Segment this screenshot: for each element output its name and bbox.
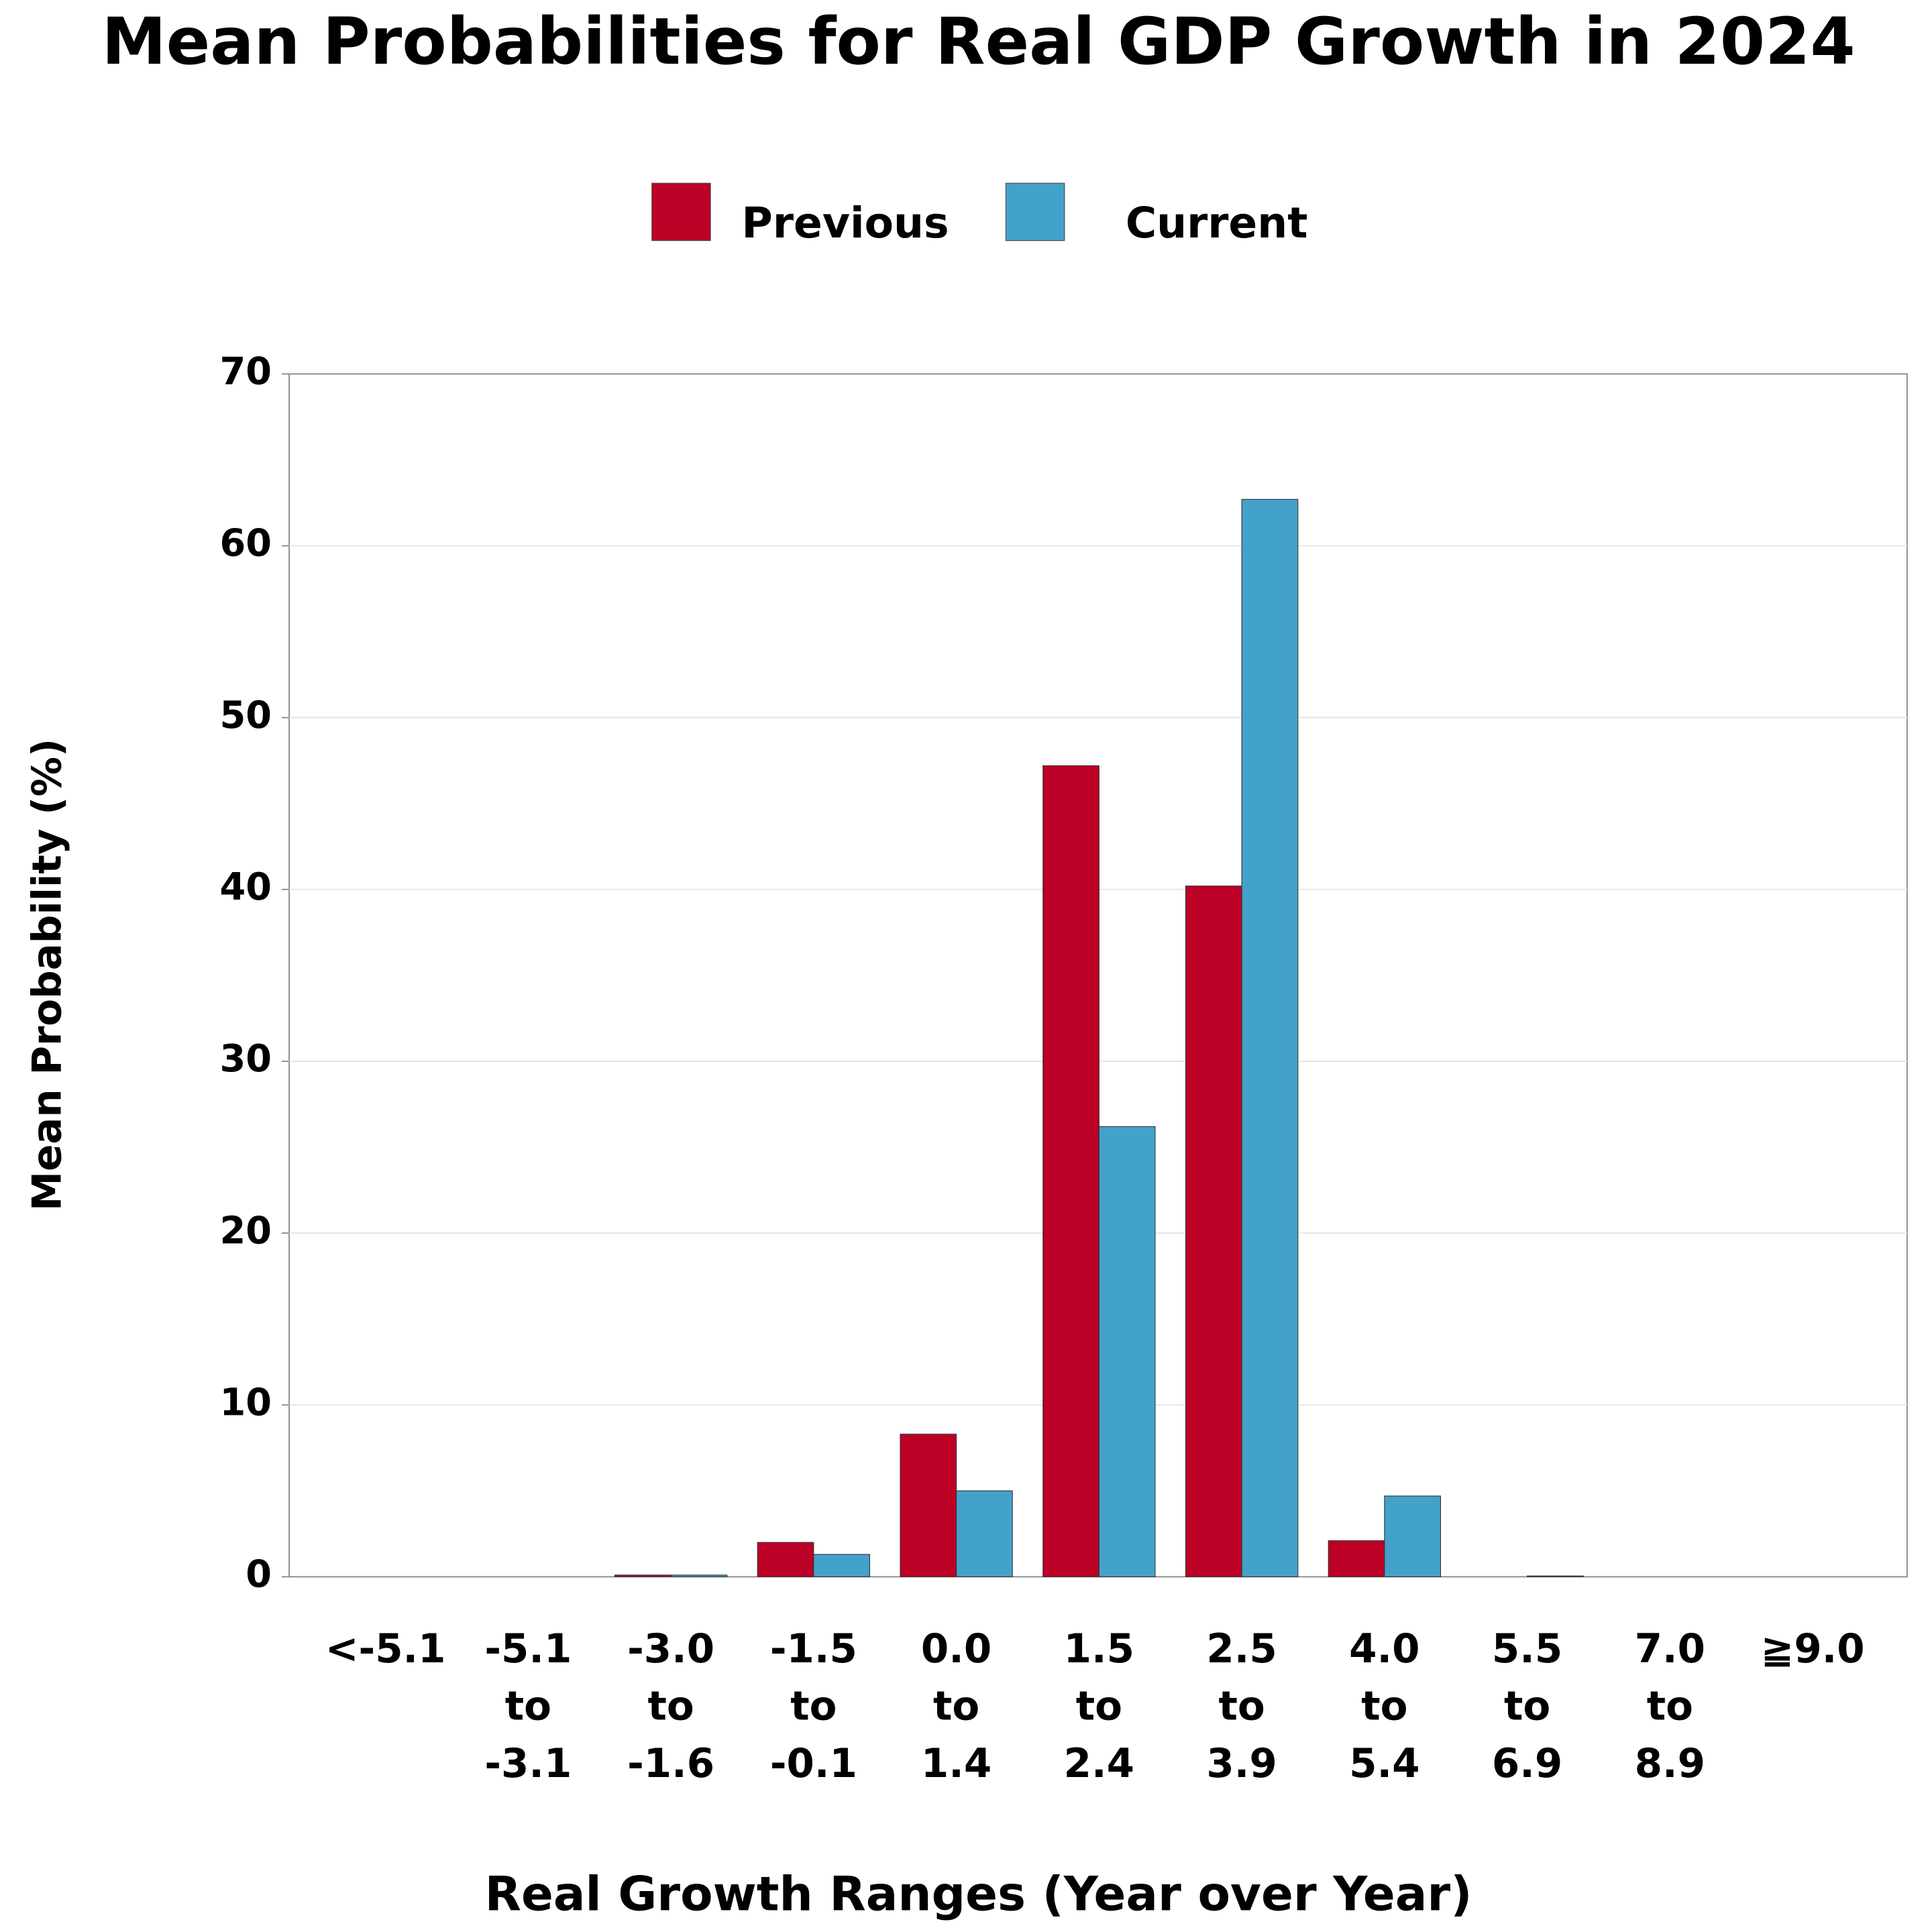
y-tick-label: 40 (219, 865, 272, 909)
x-tick-label-line: -0.1 (770, 1741, 857, 1787)
x-axis-title: Real Growth Ranges (Year over Year) (485, 1866, 1472, 1922)
x-tick-label: 4.0 to 5.4 (1349, 1626, 1419, 1787)
x-tick-label: 7.0 to 8.9 (1635, 1626, 1705, 1787)
x-tick-label-line: 2.4 (1064, 1741, 1134, 1787)
x-tick-label: -5.1 to -3.1 (484, 1626, 572, 1787)
x-tick-label-line: 5.4 (1349, 1741, 1419, 1787)
x-tick-label-line: -1.6 (627, 1741, 714, 1787)
x-tick-label-line: to (1076, 1684, 1122, 1730)
x-tick-label-line: to (933, 1684, 979, 1730)
x-tick-label-line: to (647, 1684, 694, 1730)
x-tick-label: <-5.1 (325, 1626, 446, 1672)
y-tick-label: 70 (219, 350, 272, 394)
legend-label: Previous (742, 198, 949, 248)
bar (1098, 1126, 1156, 1578)
x-tick-label-line: to (1218, 1684, 1265, 1730)
x-tick-label-line: 6.9 (1492, 1741, 1562, 1787)
x-tick-label-line: to (1647, 1684, 1693, 1730)
x-tick-label-line: -1.5 (770, 1626, 857, 1672)
chart-title: Mean Probabilities for Real GDP Growth i… (102, 3, 1856, 79)
bar (670, 1574, 728, 1578)
bar (757, 1542, 814, 1578)
y-tick-label: 50 (219, 694, 272, 737)
bar (813, 1554, 871, 1578)
bar (956, 1490, 1013, 1578)
x-tick-label-line: 8.9 (1635, 1741, 1705, 1787)
y-tick-label: 60 (219, 522, 272, 566)
x-tick-label-line: -3.0 (627, 1626, 714, 1672)
x-tick-label-line: 5.5 (1492, 1626, 1562, 1672)
x-tick-label: 0.0 to 1.4 (921, 1626, 991, 1787)
x-tick-label-line: to (1504, 1684, 1550, 1730)
legend-label: Current (1126, 198, 1308, 248)
x-tick-label-line: 2.5 (1206, 1626, 1277, 1672)
x-tick-label-line: to (1361, 1684, 1407, 1730)
y-tick-label: 0 (246, 1553, 272, 1597)
x-tick-label-line: 1.5 (1064, 1626, 1134, 1672)
legend-swatch (1005, 182, 1065, 241)
x-tick-label-line: -3.1 (484, 1741, 572, 1787)
x-tick-label: 1.5 to 2.4 (1064, 1626, 1134, 1787)
x-tick-label-line: 3.9 (1206, 1741, 1277, 1787)
bar (900, 1434, 957, 1578)
y-axis-title: Mean Probability (%) (24, 739, 70, 1211)
x-tick-label-line: -5.1 (484, 1626, 572, 1672)
x-tick-label-line: 4.0 (1349, 1626, 1419, 1672)
bar (1328, 1540, 1385, 1578)
x-tick-label: ≧9.0 (1761, 1626, 1865, 1672)
y-tick-label: 30 (219, 1037, 272, 1081)
x-tick-label-line: to (790, 1684, 837, 1730)
x-tick-label-line: to (505, 1684, 551, 1730)
x-tick-label: 5.5 to 6.9 (1492, 1626, 1562, 1787)
x-tick-label-line: ≧9.0 (1761, 1626, 1865, 1672)
y-tick-label: 20 (219, 1209, 272, 1252)
x-tick-label-line: 1.4 (921, 1741, 991, 1787)
x-tick-label-line: 0.0 (921, 1626, 991, 1672)
x-tick-label-line: 7.0 (1635, 1626, 1705, 1672)
bar (614, 1574, 672, 1578)
x-tick-label: 2.5 to 3.9 (1206, 1626, 1277, 1787)
bar (1384, 1495, 1442, 1578)
y-tick-label: 10 (219, 1381, 272, 1424)
x-tick-label-line: <-5.1 (325, 1626, 446, 1672)
bar (1241, 498, 1299, 1578)
x-tick-label: -3.0 to -1.6 (627, 1626, 714, 1787)
bar (1185, 885, 1242, 1578)
legend-swatch (651, 182, 711, 241)
bar (1042, 765, 1099, 1578)
x-tick-label: -1.5 to -0.1 (770, 1626, 857, 1787)
